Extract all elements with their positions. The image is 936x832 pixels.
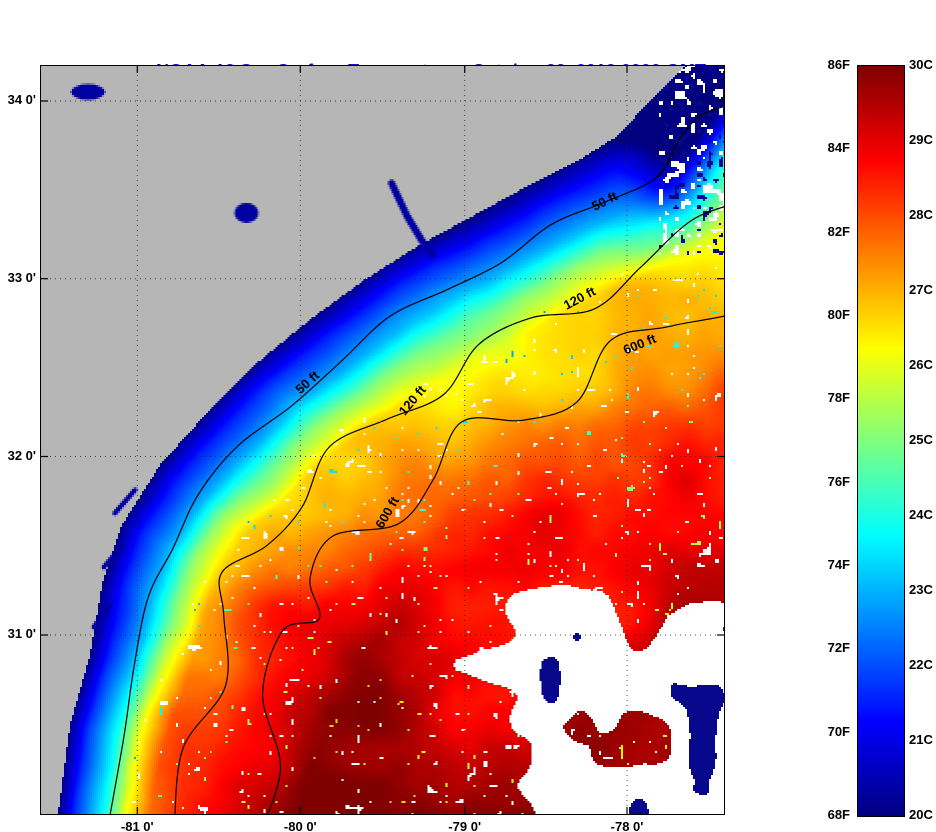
y-axis-tick-label: 31 0' <box>7 626 36 641</box>
colorbar-celsius-label: 27C <box>909 282 933 297</box>
colorbar <box>857 65 905 817</box>
colorbar-fahrenheit-label: 78F <box>827 390 850 406</box>
depth-contour-600-ft <box>261 315 725 815</box>
colorbar-celsius-label: 28C <box>909 207 933 222</box>
colorbar-celsius-label: 30C <box>909 57 933 72</box>
sst-field-canvas <box>40 65 725 815</box>
colorbar-fahrenheit-label: 72F <box>827 640 850 656</box>
x-axis-tick-label: -78 0' <box>610 819 644 832</box>
depth-contour-120-ft <box>174 205 725 815</box>
colorbar-celsius-label: 25C <box>909 432 933 447</box>
colorbar-fahrenheit-label: 76F <box>827 473 850 489</box>
colorbar-celsius-label: 29C <box>909 132 933 147</box>
colorbar-celsius-label: 26C <box>909 357 933 372</box>
colorbar-fahrenheit-label: 68F <box>827 807 850 822</box>
colorbar-celsius-label: 21C <box>909 732 933 747</box>
contour-label: 120 ft <box>561 283 599 313</box>
colorbar-gradient-canvas <box>858 66 904 816</box>
x-axis-tick-label: -79 0' <box>448 819 482 832</box>
contour-label: 600 ft <box>621 330 659 357</box>
y-axis-tick-label: 34 0' <box>7 92 36 107</box>
contour-label: 120 ft <box>396 382 430 418</box>
map-border <box>40 65 725 815</box>
y-axis-tick-label: 33 0' <box>7 269 36 285</box>
x-axis-tick-label: -81 0' <box>120 819 154 832</box>
colorbar-fahrenheit-label: 74F <box>827 557 850 572</box>
colorbar-fahrenheit-label: 80F <box>827 307 850 322</box>
colorbar-celsius-label: 24C <box>909 507 933 522</box>
contour-label: 600 ft <box>372 493 402 530</box>
colorbar-celsius-label: 23C <box>909 582 933 597</box>
colorbar-fahrenheit-label: 82F <box>827 223 850 239</box>
colorbar-celsius-label: 22C <box>909 657 933 672</box>
sst-map: 50 ft 120 ft 600 ft 50 ft 120 ft 600 ft <box>40 65 725 815</box>
colorbar-fahrenheit-label: 84F <box>827 140 850 156</box>
depth-contour-50-ft <box>109 105 725 815</box>
colorbar-fahrenheit-label: 70F <box>827 723 850 739</box>
x-axis-tick-label: -80 0' <box>283 819 317 832</box>
y-axis-tick-label: 32 0' <box>7 447 36 463</box>
colorbar-fahrenheit-label: 86F <box>827 57 850 72</box>
colorbar-celsius-label: 20C <box>909 807 933 822</box>
contour-label: 50 ft <box>589 188 620 214</box>
